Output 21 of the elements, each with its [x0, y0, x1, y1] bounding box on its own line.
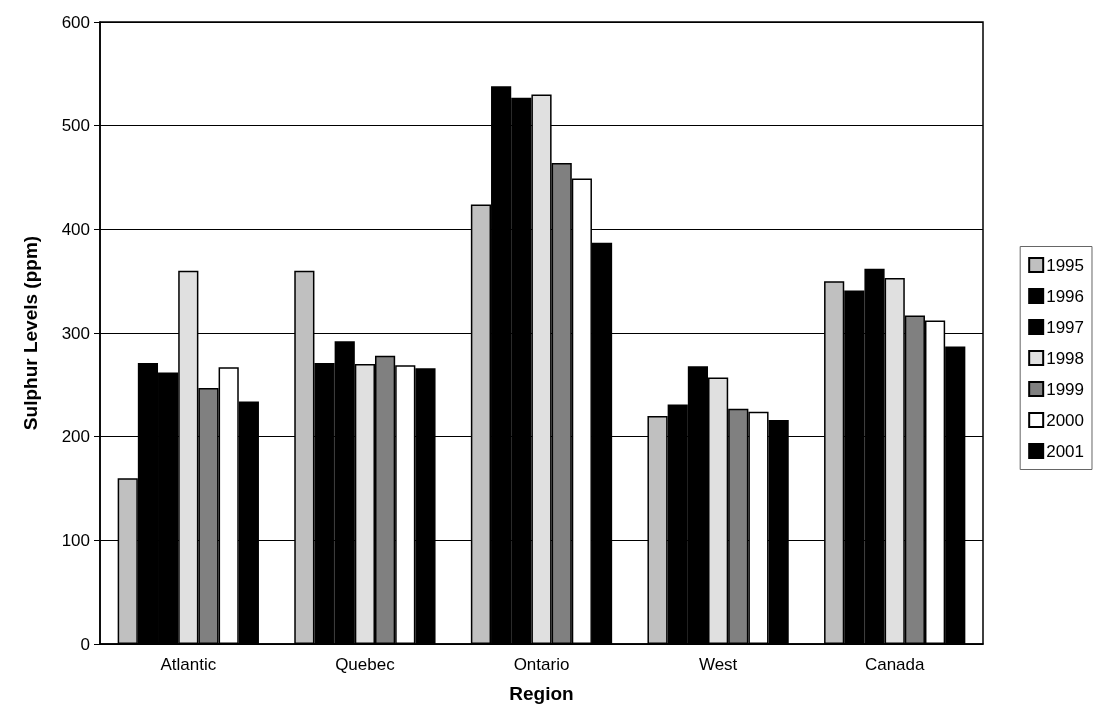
legend-label: 1998 [1046, 348, 1085, 368]
legend-label: 1997 [1046, 317, 1085, 337]
x-tick-label: Atlantic [160, 655, 217, 674]
y-tick-label: 0 [80, 634, 90, 654]
x-tick-label: Ontario [513, 655, 570, 674]
y-tick-label: 100 [61, 530, 90, 550]
legend-label: 1995 [1046, 255, 1085, 275]
y-tick-label: 200 [61, 427, 90, 447]
y-tick-label: 300 [61, 323, 90, 343]
y-tick-label: 600 [61, 12, 90, 32]
y-tick-label: 400 [61, 219, 90, 239]
x-tick-label: Quebec [335, 655, 396, 674]
legend-label: 2001 [1046, 441, 1085, 461]
legend-label: 1999 [1046, 379, 1085, 399]
x-tick-label: West [698, 655, 738, 674]
legend-label: 2000 [1046, 410, 1085, 430]
x-tick-label: Canada [864, 655, 926, 674]
y-tick-label: 500 [61, 116, 90, 136]
x-axis-title: Region [509, 683, 574, 704]
y-axis-title: Sulphur Levels (ppm) [20, 235, 41, 431]
legend-label: 1996 [1046, 286, 1085, 306]
